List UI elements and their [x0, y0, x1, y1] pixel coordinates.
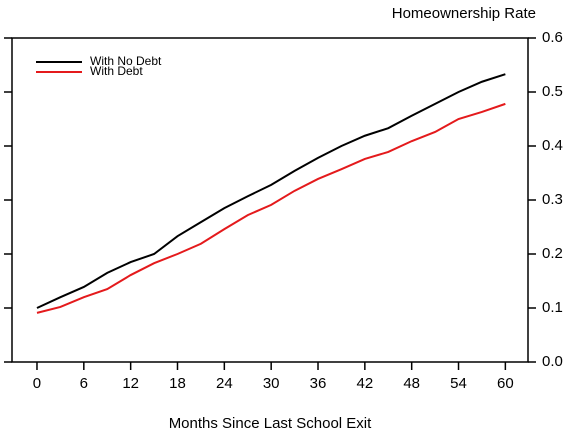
line-series [36, 73, 506, 309]
y-tick-label: 0.4 [542, 137, 563, 154]
plot-frame [11, 37, 529, 363]
x-tick-label: 42 [357, 375, 374, 392]
x-axis-label: Months Since Last School Exit [169, 415, 372, 432]
x-tick-label: 12 [122, 375, 139, 392]
x-tick-label: 24 [216, 375, 233, 392]
y-tick-label: 0.2 [542, 245, 563, 262]
y-tick-label: 0.5 [542, 83, 563, 100]
x-tick-label: 36 [310, 375, 327, 392]
y-tick-label: 0.0 [542, 353, 563, 370]
x-tick-label: 6 [80, 375, 88, 392]
x-tick-label: 18 [169, 375, 186, 392]
x-tick-label: 60 [497, 375, 514, 392]
line-series [36, 102, 506, 314]
x-tick-label: 54 [450, 375, 467, 392]
y-axis-label: Homeownership Rate [392, 5, 536, 22]
x-tick-label: 48 [403, 375, 420, 392]
y-tick-label: 0.3 [542, 191, 563, 208]
y-tick-label: 0.6 [542, 29, 563, 46]
x-tick-label: 0 [33, 375, 41, 392]
x-tick-label: 30 [263, 375, 280, 392]
legend-label: With No Debt [90, 54, 162, 68]
legend-label: With Debt [90, 64, 143, 78]
y-tick-label: 0.1 [542, 299, 563, 316]
